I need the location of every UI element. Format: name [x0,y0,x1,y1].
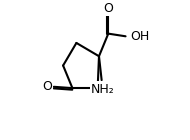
Text: O: O [94,82,104,95]
Text: OH: OH [130,30,150,43]
Text: O: O [103,2,113,15]
Text: O: O [42,80,52,93]
Text: NH₂: NH₂ [91,83,115,96]
